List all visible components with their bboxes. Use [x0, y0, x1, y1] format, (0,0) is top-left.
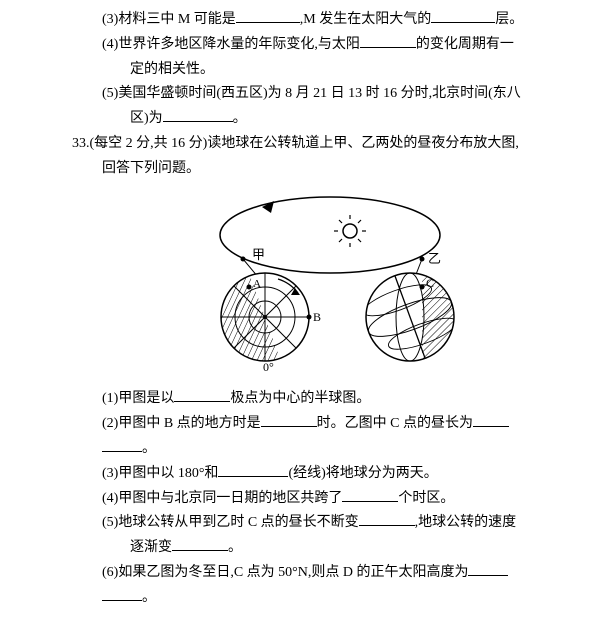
text: 区)为 [130, 111, 163, 126]
text: (6)如果乙图为冬至日,C 点为 50°N,则点 D 的正午太阳高度为 [102, 565, 468, 580]
q33-stem: 33.(每空 2 分,共 16 分)读地球在公转轨道上甲、乙两处的昼夜分布放大图… [60, 132, 580, 156]
label-zero: 0° [263, 360, 274, 373]
text: 时。乙图中 C 点的昼长为 [317, 416, 473, 431]
blank[interactable] [102, 438, 142, 452]
label-jia: 甲 [252, 247, 265, 262]
text: (3)材料三中 M 可能是 [102, 12, 236, 27]
blank[interactable] [261, 413, 317, 427]
q32-4b: 定的相关性。 [60, 58, 580, 82]
q33-5: (5)地球公转从甲到乙时 C 点的昼长不断变 ,地球公转的速度 [60, 511, 580, 535]
label-B: B [313, 310, 321, 324]
blank[interactable] [163, 108, 233, 122]
label-yi: 乙 [428, 251, 441, 266]
text: 个时区。 [398, 491, 454, 506]
text: (4)世界许多地区降水量的年际变化,与太阳 [102, 37, 360, 52]
label-C: C [426, 276, 434, 290]
blank[interactable] [218, 463, 288, 477]
q33-2b: 。 [60, 437, 580, 461]
text: ,M 发生在太阳大气的 [300, 12, 431, 27]
text: (3)甲图中以 180°和 [102, 466, 218, 481]
text: 。 [142, 441, 156, 456]
text: (经线)将地球分为两天。 [288, 466, 437, 481]
q32-5b: 区)为 。 [60, 107, 580, 131]
q33-2: (2)甲图中 B 点的地方时是 时。乙图中 C 点的昼长为 [60, 412, 580, 436]
q33-stem2: 回答下列问题。 [60, 157, 580, 181]
label-A: A [253, 278, 261, 290]
q33-6b: 。 [60, 586, 580, 610]
q33-4: (4)甲图中与北京同一日期的地区共跨了 个时区。 [60, 487, 580, 511]
text: (4)甲图中与北京同一日期的地区共跨了 [102, 491, 342, 506]
text: 的变化周期有一 [416, 37, 514, 52]
text: 层。 [495, 12, 523, 27]
blank[interactable] [172, 537, 228, 551]
orbit-diagram: 甲 乙 A B 0° [60, 187, 580, 382]
blank[interactable] [468, 562, 508, 576]
blank[interactable] [360, 34, 416, 48]
text: 逐渐变 [130, 540, 172, 555]
q32-3: (3)材料三中 M 可能是 ,M 发生在太阳大气的 层。 [60, 8, 580, 32]
text: 回答下列问题。 [102, 161, 200, 176]
q32-5: (5)美国华盛顿时间(西五区)为 8 月 21 日 13 时 16 分时,北京时… [60, 82, 580, 106]
text: (2)甲图中 B 点的地方时是 [102, 416, 261, 431]
text: (每空 2 分,共 16 分)读地球在公转轨道上甲、乙两处的昼夜分布放大图, [90, 136, 519, 151]
q33-6: (6)如果乙图为冬至日,C 点为 50°N,则点 D 的正午太阳高度为 [60, 561, 580, 585]
text: 。 [142, 590, 156, 605]
text: (5)美国华盛顿时间(西五区)为 8 月 21 日 13 时 16 分时,北京时… [102, 86, 521, 101]
q33-1: (1)甲图是以 极点为中心的半球图。 [60, 387, 580, 411]
blank[interactable] [102, 587, 142, 601]
text: (5)地球公转从甲到乙时 C 点的昼长不断变 [102, 515, 359, 530]
blank[interactable] [473, 413, 509, 427]
q33-number: 33. [72, 136, 90, 151]
text: ,地球公转的速度 [415, 515, 517, 530]
blank[interactable] [431, 9, 495, 23]
blank[interactable] [174, 388, 230, 402]
text: (1)甲图是以 [102, 391, 174, 406]
q32-4: (4)世界许多地区降水量的年际变化,与太阳 的变化周期有一 [60, 33, 580, 57]
text: 。 [228, 540, 242, 555]
text: 。 [233, 111, 247, 126]
q33-3: (3)甲图中以 180°和 (经线)将地球分为两天。 [60, 462, 580, 486]
text: 极点为中心的半球图。 [230, 391, 370, 406]
blank[interactable] [236, 9, 300, 23]
blank[interactable] [359, 512, 415, 526]
q33-5b: 逐渐变 。 [60, 536, 580, 560]
blank[interactable] [342, 488, 398, 502]
text: 定的相关性。 [130, 62, 214, 77]
